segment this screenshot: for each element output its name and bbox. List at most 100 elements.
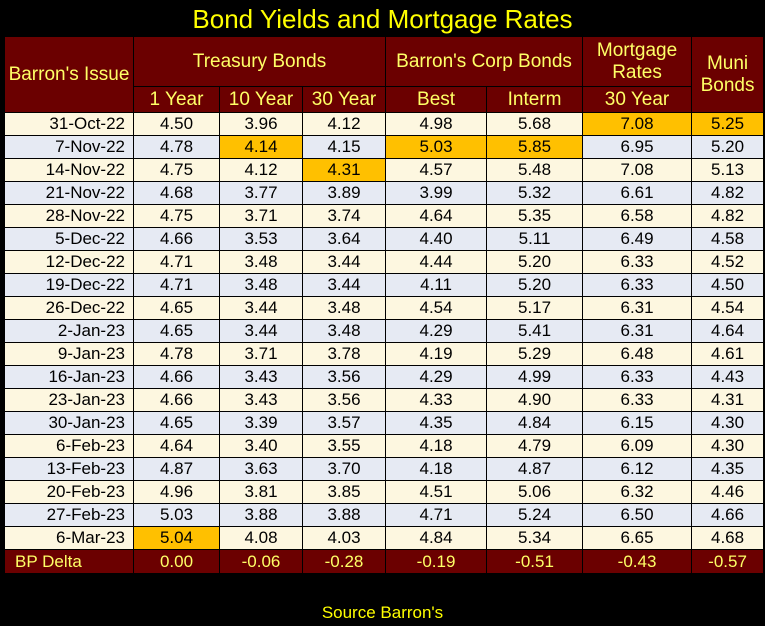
cell-1-year: 4.75 xyxy=(133,158,220,182)
cell-1-year: 5.04 xyxy=(133,526,220,550)
cell-30-year: 3.74 xyxy=(301,204,387,228)
cell-date: 7-Nov-22 xyxy=(4,135,134,159)
cell-best: 4.71 xyxy=(385,503,488,527)
cell-interm: 5.11 xyxy=(486,227,584,251)
cell-date: 30-Jan-23 xyxy=(4,411,134,435)
cell-mortgage: 6.32 xyxy=(582,480,693,504)
cell-muni: 4.30 xyxy=(691,411,765,435)
header-interm: Interm xyxy=(486,86,584,113)
cell-mortgage: 6.15 xyxy=(582,411,693,435)
delta-best: -0.19 xyxy=(385,549,488,574)
cell-muni: 5.13 xyxy=(691,158,765,182)
table-row: 6-Feb-23 4.64 3.40 3.55 4.18 4.79 6.09 4.30 xyxy=(4,434,765,458)
cell-interm: 4.90 xyxy=(486,388,584,412)
cell-30-year: 3.64 xyxy=(301,227,387,251)
cell-best: 4.44 xyxy=(385,250,488,274)
cell-muni: 4.46 xyxy=(691,480,765,504)
cell-30-year: 3.48 xyxy=(301,296,387,320)
cell-1-year: 4.87 xyxy=(133,457,220,481)
cell-mortgage: 6.33 xyxy=(582,388,693,412)
cell-interm: 4.84 xyxy=(486,411,584,435)
cell-best: 5.03 xyxy=(385,135,488,159)
table-row: 5-Dec-22 4.66 3.53 3.64 4.40 5.11 6.49 4.58 xyxy=(4,227,765,251)
delta-1-year: 0.00 xyxy=(133,549,220,574)
cell-date: 21-Nov-22 xyxy=(4,181,134,205)
cell-date: 20-Feb-23 xyxy=(4,480,134,504)
cell-mortgage: 6.31 xyxy=(582,296,693,320)
cell-date: 9-Jan-23 xyxy=(4,342,134,366)
cell-10-year: 3.71 xyxy=(219,342,303,366)
cell-10-year: 4.12 xyxy=(219,158,303,182)
delta-30-year: -0.28 xyxy=(301,549,387,574)
cell-30-year: 3.57 xyxy=(301,411,387,435)
cell-date: 26-Dec-22 xyxy=(4,296,134,320)
cell-muni: 4.58 xyxy=(691,227,765,251)
bp-delta-row: BP Delta 0.00 -0.06 -0.28 -0.19 -0.51 -0… xyxy=(4,549,765,574)
table-row: 6-Mar-23 5.04 4.08 4.03 4.84 5.34 6.65 4.68 xyxy=(4,526,765,550)
header-30-year: 30 Year xyxy=(301,86,387,113)
cell-muni: 4.64 xyxy=(691,319,765,343)
header-mortgage: Mortgage Rates xyxy=(582,36,693,87)
cell-date: 14-Nov-22 xyxy=(4,158,134,182)
cell-30-year: 3.89 xyxy=(301,181,387,205)
cell-1-year: 4.68 xyxy=(133,181,220,205)
cell-10-year: 3.96 xyxy=(219,112,303,136)
delta-mortgage: -0.43 xyxy=(582,549,693,574)
cell-best: 4.29 xyxy=(385,365,488,389)
cell-30-year: 3.44 xyxy=(301,250,387,274)
cell-1-year: 4.65 xyxy=(133,411,220,435)
cell-best: 4.40 xyxy=(385,227,488,251)
table-body: 31-Oct-22 4.50 3.96 4.12 4.98 5.68 7.08 5.25 7-N… xyxy=(4,112,765,550)
header-10-year: 10 Year xyxy=(219,86,303,113)
cell-interm: 4.99 xyxy=(486,365,584,389)
cell-30-year: 3.78 xyxy=(301,342,387,366)
cell-10-year: 4.08 xyxy=(219,526,303,550)
cell-muni: 4.43 xyxy=(691,365,765,389)
cell-muni: 4.82 xyxy=(691,181,765,205)
cell-interm: 5.34 xyxy=(486,526,584,550)
cell-mortgage: 6.33 xyxy=(582,250,693,274)
cell-interm: 5.20 xyxy=(486,273,584,297)
table-row: 9-Jan-23 4.78 3.71 3.78 4.19 5.29 6.48 4.61 xyxy=(4,342,765,366)
cell-muni: 5.25 xyxy=(691,112,765,136)
cell-date: 16-Jan-23 xyxy=(4,365,134,389)
header-corp: Barron's Corp Bonds xyxy=(385,36,584,87)
table-row: 26-Dec-22 4.65 3.44 3.48 4.54 5.17 6.31 4.54 xyxy=(4,296,765,320)
cell-interm: 4.87 xyxy=(486,457,584,481)
table-row: 13-Feb-23 4.87 3.63 3.70 4.18 4.87 6.12 4.35 xyxy=(4,457,765,481)
cell-mortgage: 6.31 xyxy=(582,319,693,343)
cell-muni: 4.31 xyxy=(691,388,765,412)
table-row: 30-Jan-23 4.65 3.39 3.57 4.35 4.84 6.15 4.30 xyxy=(4,411,765,435)
cell-10-year: 3.44 xyxy=(219,319,303,343)
cell-1-year: 4.71 xyxy=(133,250,220,274)
cell-30-year: 3.44 xyxy=(301,273,387,297)
table-row: 2-Jan-23 4.65 3.44 3.48 4.29 5.41 6.31 4.64 xyxy=(4,319,765,343)
cell-10-year: 3.53 xyxy=(219,227,303,251)
cell-10-year: 3.44 xyxy=(219,296,303,320)
cell-10-year: 3.39 xyxy=(219,411,303,435)
cell-best: 4.98 xyxy=(385,112,488,136)
table-row: 7-Nov-22 4.78 4.14 4.15 5.03 5.85 6.95 5.20 xyxy=(4,135,765,159)
header-muni: Muni Bonds xyxy=(691,36,765,113)
cell-date: 27-Feb-23 xyxy=(4,503,134,527)
cell-1-year: 4.65 xyxy=(133,319,220,343)
cell-muni: 4.61 xyxy=(691,342,765,366)
cell-mortgage: 6.48 xyxy=(582,342,693,366)
table-row: 14-Nov-22 4.75 4.12 4.31 4.57 5.48 7.08 5.13 xyxy=(4,158,765,182)
cell-best: 4.51 xyxy=(385,480,488,504)
cell-30-year: 3.88 xyxy=(301,503,387,527)
cell-mortgage: 6.09 xyxy=(582,434,693,458)
cell-30-year: 3.70 xyxy=(301,457,387,481)
cell-1-year: 4.66 xyxy=(133,388,220,412)
cell-mortgage: 7.08 xyxy=(582,158,693,182)
cell-muni: 4.52 xyxy=(691,250,765,274)
cell-best: 3.99 xyxy=(385,181,488,205)
table-row: 23-Jan-23 4.66 3.43 3.56 4.33 4.90 6.33 4.31 xyxy=(4,388,765,412)
header-1-year: 1 Year xyxy=(133,86,220,113)
cell-best: 4.84 xyxy=(385,526,488,550)
cell-1-year: 4.50 xyxy=(133,112,220,136)
cell-date: 23-Jan-23 xyxy=(4,388,134,412)
cell-interm: 5.35 xyxy=(486,204,584,228)
cell-best: 4.29 xyxy=(385,319,488,343)
cell-interm: 5.85 xyxy=(486,135,584,159)
